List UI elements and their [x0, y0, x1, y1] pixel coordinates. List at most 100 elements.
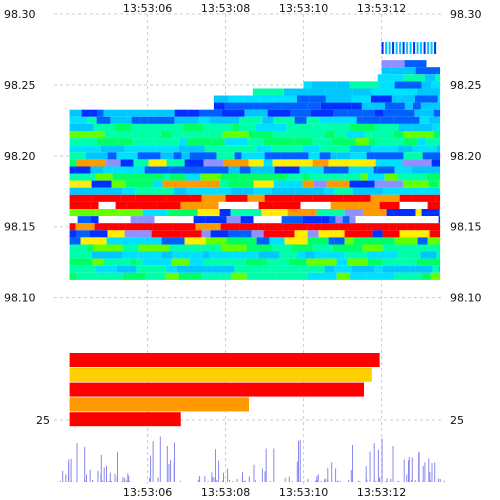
heatmap-cell	[98, 131, 105, 139]
heatmap-cell	[302, 145, 320, 153]
heatmap-cell	[213, 102, 225, 110]
volume-bar	[150, 455, 152, 482]
heatmap-cell	[349, 145, 372, 153]
heatmap-cell	[69, 244, 77, 252]
heatmap-cell	[174, 116, 199, 124]
heatmap-cell	[312, 159, 329, 167]
heatmap-cell	[397, 251, 421, 259]
heatmap-cell	[205, 216, 227, 224]
heatmap-cell	[258, 201, 274, 209]
volume-bar	[424, 462, 426, 482]
heatmap-cell	[259, 102, 282, 110]
heatmap-cell	[403, 131, 416, 139]
heatmap-cell	[398, 123, 412, 131]
heatmap-cell	[411, 123, 433, 131]
heatmap-cell	[154, 251, 162, 259]
heatmap-cell	[162, 180, 189, 188]
top-spike-mark	[423, 42, 426, 54]
heatmap-cell	[181, 230, 202, 238]
heatmap-cell	[415, 209, 422, 217]
volume-bar	[179, 481, 181, 482]
heatmap-cell	[372, 230, 383, 238]
heatmap-cell	[120, 159, 134, 167]
heatmap-cell	[76, 272, 98, 280]
heatmap-cell	[112, 173, 134, 181]
heatmap-cell	[308, 152, 320, 160]
heatmap-cell	[435, 244, 441, 252]
volume-bar	[70, 458, 72, 482]
summary-bar	[69, 353, 380, 367]
volume-bar	[365, 466, 367, 482]
heatmap-cell	[378, 81, 395, 89]
top-spike-mark	[430, 42, 433, 54]
volume-bar	[229, 479, 230, 482]
heatmap-cell	[255, 123, 287, 131]
heatmap-cell	[438, 265, 441, 273]
heatmap-cell	[334, 265, 352, 273]
heatmap-cell	[334, 187, 353, 195]
heatmap-cell	[124, 145, 156, 153]
heatmap-cell	[294, 138, 313, 146]
top-spike-mark	[381, 42, 384, 54]
heatmap-cell	[353, 237, 370, 245]
volume-bar	[386, 478, 388, 482]
heatmap-cell	[69, 180, 92, 188]
heatmap-cell	[383, 109, 415, 117]
heatmap-cell	[307, 237, 329, 245]
heatmap-cell	[329, 216, 336, 224]
top-spike-mark	[409, 42, 412, 54]
heatmap-cell	[281, 216, 303, 224]
heatmap-cell	[424, 74, 436, 82]
heatmap-cell	[307, 272, 337, 280]
heatmap-cell	[414, 109, 434, 117]
heatmap-cell	[138, 244, 170, 252]
top-spike-mark	[385, 42, 388, 54]
heatmap-cell	[131, 123, 153, 131]
heatmap-cell	[294, 230, 308, 238]
heatmap-cell	[316, 209, 345, 217]
heatmap-cell	[251, 230, 264, 238]
heatmap-cell	[428, 116, 441, 124]
heatmap-cell	[112, 166, 126, 174]
heatmap-cell	[85, 152, 108, 160]
volume-bar	[408, 460, 409, 482]
volume-bar	[434, 462, 436, 482]
heatmap-cell	[245, 258, 268, 266]
heatmap-cell	[244, 95, 262, 103]
heatmap-cell	[417, 237, 428, 245]
heatmap-cell	[355, 216, 379, 224]
heatmap-cell	[328, 237, 335, 245]
heatmap-cell	[247, 194, 265, 202]
heatmap-cell	[167, 209, 198, 217]
heatmap-cell	[302, 216, 322, 224]
volume-bar	[122, 477, 124, 482]
heatmap-cell	[312, 244, 333, 252]
volume-bar	[116, 476, 118, 482]
volume-bar	[439, 479, 441, 482]
heatmap-cell	[375, 138, 404, 146]
heatmap-cell	[161, 251, 173, 259]
heatmap-cell	[394, 237, 418, 245]
heatmap-cell	[396, 223, 407, 231]
volume-bar	[114, 473, 116, 482]
x-tick-label-top: 13:53:08	[201, 2, 250, 15]
volume-bar	[443, 480, 445, 482]
volume-bar	[408, 457, 410, 482]
volume-bar	[152, 441, 154, 482]
heatmap-cell	[154, 216, 174, 224]
heatmap-cell	[165, 272, 179, 280]
heatmap-cell	[359, 159, 376, 167]
heatmap-cell	[116, 152, 138, 160]
heatmap-cell	[205, 237, 227, 245]
heatmap-cell	[228, 95, 245, 103]
heatmap-cell	[87, 116, 97, 124]
heatmap-cell	[98, 201, 116, 209]
heatmap-cell	[287, 209, 317, 217]
volume-bar	[128, 475, 130, 482]
heatmap-cell	[156, 201, 181, 209]
heatmap-cell	[386, 209, 416, 217]
heatmap-cell	[173, 187, 187, 195]
heatmap-cell	[122, 272, 146, 280]
heatmap-cell	[294, 116, 307, 124]
heatmap-cell	[397, 145, 413, 153]
